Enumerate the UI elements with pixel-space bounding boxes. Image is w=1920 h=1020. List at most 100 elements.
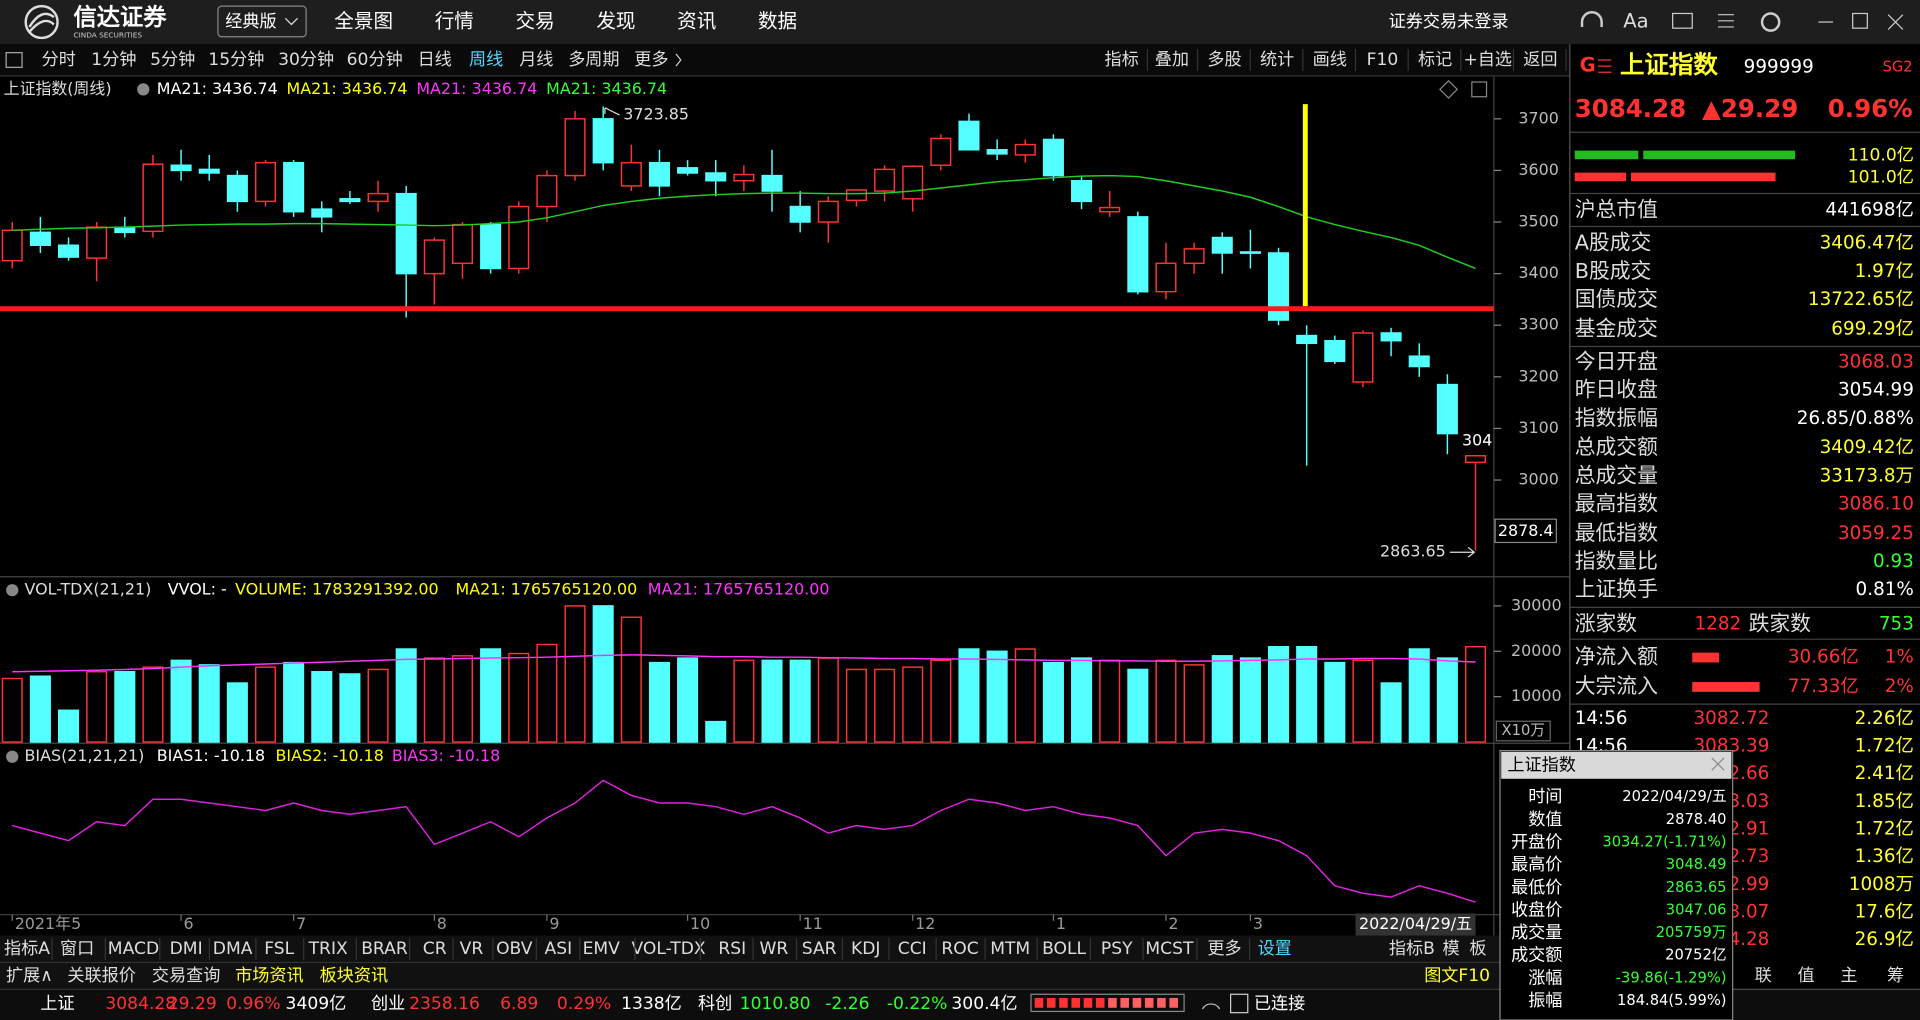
indicator-tab[interactable]: DMA	[213, 939, 253, 959]
candle-body	[339, 198, 361, 203]
panel-tab[interactable]: 联	[1755, 966, 1772, 986]
indicator-tab[interactable]: OBV	[496, 939, 533, 959]
period-tab[interactable]: 60分钟	[347, 50, 403, 70]
indicator-tab[interactable]: TRIX	[308, 939, 348, 959]
period-tab[interactable]: 分时	[42, 50, 76, 70]
menu-item[interactable]: 发现	[596, 10, 635, 33]
quote-row-value: 26.85/0.88%	[1797, 408, 1914, 429]
indicator-tab[interactable]: DMI	[170, 939, 203, 959]
tool-button[interactable]: 标记	[1418, 50, 1452, 70]
meter-cell	[1144, 997, 1154, 1008]
volume-bar	[1155, 659, 1177, 743]
period-tab[interactable]: 周线	[469, 50, 503, 70]
volume-bar	[620, 616, 642, 743]
period-tab[interactable]: 1分钟	[91, 50, 136, 70]
tool-button[interactable]: 指标	[1105, 50, 1139, 70]
volume-bar	[226, 682, 248, 743]
mail-icon	[1672, 12, 1693, 29]
tool-button[interactable]: 画线	[1313, 50, 1347, 70]
indicator-tab[interactable]: VR	[460, 939, 484, 959]
x-tick-label: 9	[549, 914, 559, 933]
indicator-tab[interactable]: VOL-TDX	[632, 939, 706, 959]
period-tab[interactable]: 月线	[519, 50, 553, 70]
indicator-tab[interactable]: KDJ	[851, 939, 880, 959]
volume-bar	[1352, 659, 1374, 743]
indicator-tab[interactable]: BOLL	[1042, 939, 1086, 959]
indicator-tab[interactable]: PSY	[1101, 939, 1133, 959]
indicator-tab[interactable]: BRAR	[361, 939, 408, 959]
tool-button[interactable]: +自选	[1463, 50, 1512, 70]
candle-body	[1436, 383, 1458, 435]
indicator-tab[interactable]: 窗口	[60, 939, 94, 959]
candle-body	[1211, 236, 1233, 254]
period-tab[interactable]: 15分钟	[208, 50, 264, 70]
tool-button[interactable]: 叠加	[1155, 50, 1189, 70]
extra-tab[interactable]: 关联报价	[67, 966, 136, 986]
candle-body	[1099, 206, 1121, 213]
period-tab[interactable]: 多周期	[568, 50, 619, 70]
indicator-tab[interactable]: WR	[759, 939, 788, 959]
extra-tab[interactable]: 交易查询	[152, 966, 220, 986]
period-tab[interactable]: 5分钟	[150, 50, 195, 70]
indicator-tab[interactable]: MTM	[990, 939, 1030, 959]
quote-row-label: 基金成交	[1575, 316, 1658, 340]
period-tab[interactable]: 30分钟	[278, 50, 334, 70]
indicator-tab[interactable]: MCST	[1145, 939, 1194, 959]
indicator-tab[interactable]: RSI	[718, 939, 746, 959]
extra-tab[interactable]: 市场资讯	[235, 966, 304, 986]
tool-button[interactable]: F10	[1367, 50, 1399, 70]
indicator-tab[interactable]: MACD	[108, 939, 159, 959]
cursor-value: 2878.4	[1498, 521, 1554, 540]
indicator-tab[interactable]: 模	[1442, 939, 1459, 959]
indicator-tab[interactable]: CR	[423, 939, 447, 959]
menu-item[interactable]: 行情	[435, 10, 474, 33]
tool-button[interactable]: 统计	[1260, 50, 1294, 70]
panel-tab[interactable]: 值	[1798, 966, 1815, 986]
font-button[interactable]: Aa	[1623, 10, 1648, 33]
tooltip-value: 2878.40	[1666, 811, 1727, 828]
period-tab[interactable]: 更多	[634, 50, 668, 70]
tool-button[interactable]: 返回	[1523, 50, 1557, 70]
login-status[interactable]: 证券交易未登录	[1389, 12, 1509, 32]
extra-tab[interactable]: 扩展∧	[6, 966, 53, 986]
period-tab[interactable]: 日线	[418, 50, 452, 70]
panel-tab[interactable]: 筹	[1887, 966, 1904, 986]
quote-row-value: 3409.42亿	[1820, 437, 1914, 458]
volume-bar	[845, 668, 867, 743]
edition-label[interactable]: 经典版	[225, 12, 276, 32]
volume-bar	[902, 666, 924, 743]
tooltip-label: 涨幅	[1528, 968, 1562, 988]
candle-body	[958, 120, 980, 151]
tick-price: 2.73	[1728, 846, 1769, 867]
tick-price: 4.28	[1728, 929, 1769, 950]
quote-row-label: 今日开盘	[1575, 349, 1658, 373]
indicator-tab[interactable]: 更多	[1207, 939, 1241, 959]
extra-tab[interactable]: 板块资讯	[320, 966, 388, 986]
tooltip-label: 开盘价	[1511, 832, 1562, 852]
tooltip-close[interactable]	[1711, 757, 1725, 771]
indicator-tab[interactable]: 指标A	[4, 939, 50, 959]
indicator-tab[interactable]: FSL	[264, 939, 294, 959]
indicator-tab[interactable]: CCI	[898, 939, 927, 959]
panel-tab[interactable]: 主	[1840, 966, 1857, 986]
menu-item[interactable]: 交易	[516, 10, 555, 33]
menu-item[interactable]: 数据	[758, 10, 797, 33]
indicator-tab[interactable]: 指标B	[1389, 939, 1435, 959]
status-item: -2.26	[825, 994, 869, 1014]
quote-row-value: 33173.8万	[1820, 465, 1914, 486]
indicator-tab[interactable]: SAR	[802, 939, 837, 959]
volume-bar	[536, 643, 558, 743]
indicator-tab[interactable]: EMV	[583, 939, 621, 959]
quote-row-label: B股成交	[1575, 259, 1652, 283]
extra-tab[interactable]: 图文F10	[1424, 966, 1490, 986]
menu-item[interactable]: 资讯	[677, 10, 716, 33]
indicator-tab[interactable]: 设置	[1258, 939, 1292, 959]
menu-item[interactable]: 全景图	[334, 10, 393, 33]
candle-body	[817, 200, 839, 223]
volume-bar	[198, 664, 220, 743]
indicator-tab[interactable]: 板	[1469, 939, 1486, 959]
indicator-tab[interactable]: ROC	[941, 939, 978, 959]
indicator-tab[interactable]: ASI	[545, 939, 573, 959]
meter-cell	[1108, 997, 1117, 1008]
tool-button[interactable]: 多股	[1207, 50, 1241, 70]
